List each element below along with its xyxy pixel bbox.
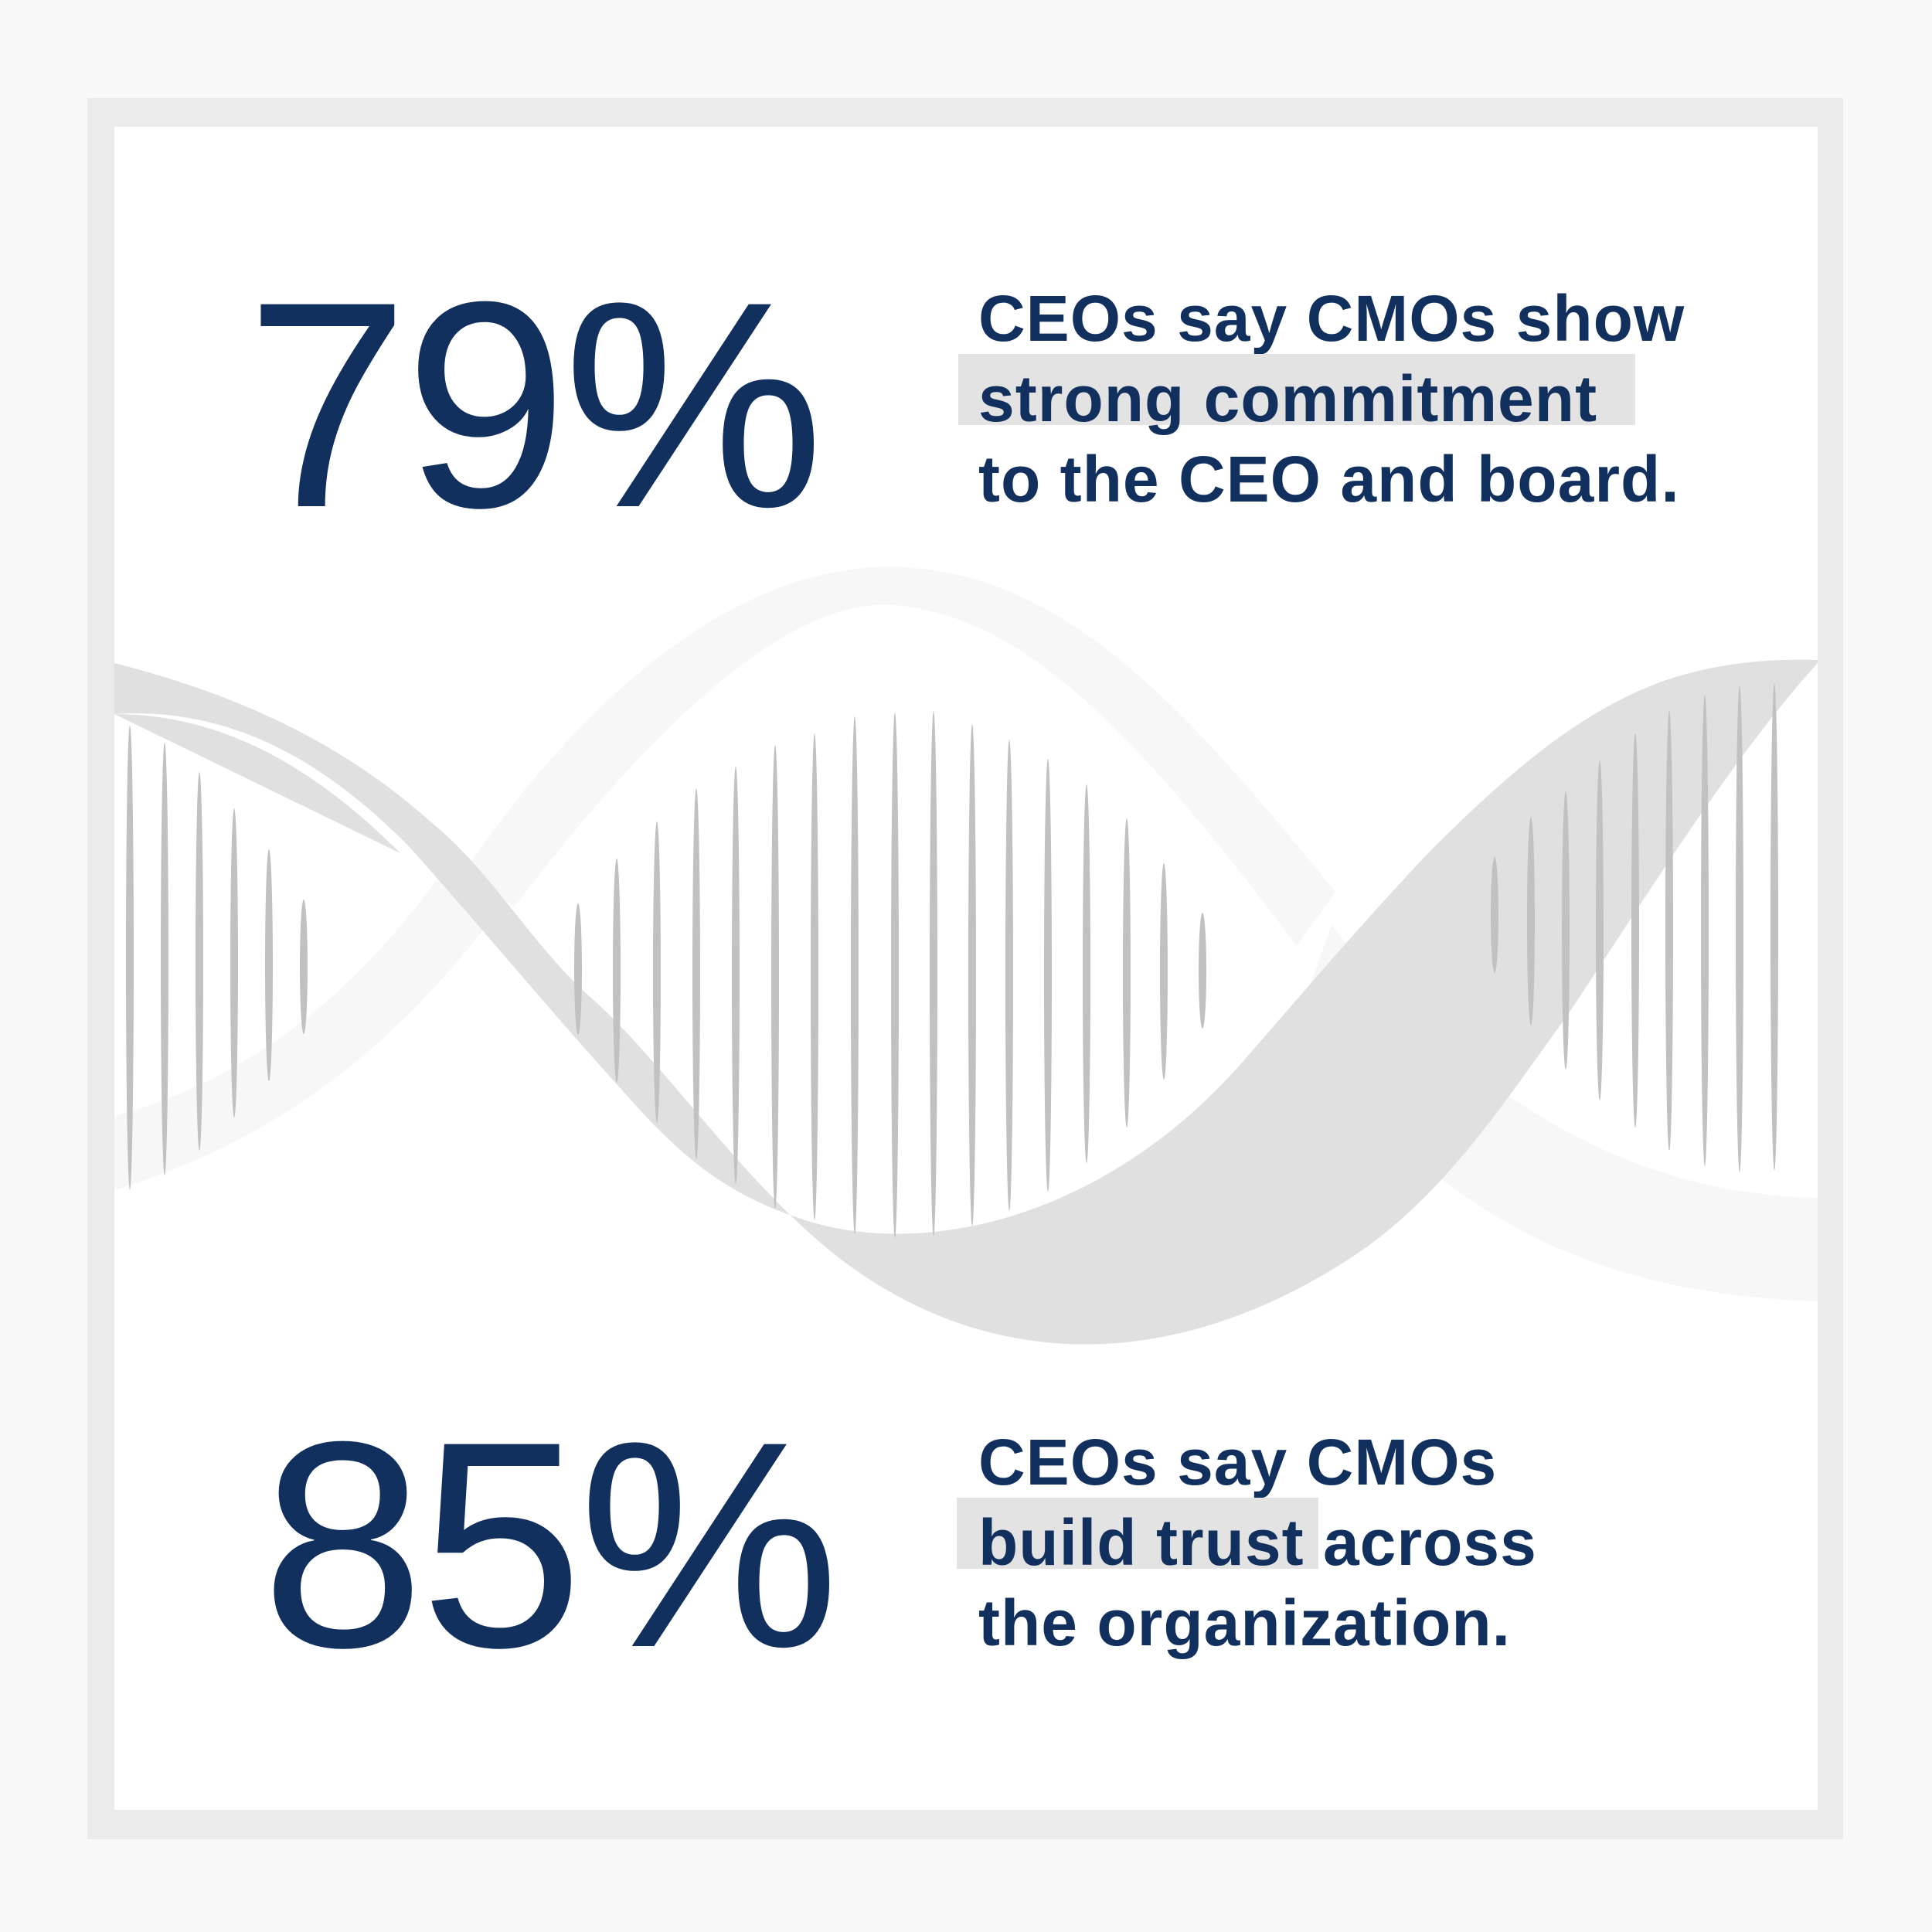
stat-2-line-2: build trust across: [957, 1498, 1537, 1583]
highlight-box: [957, 1498, 1318, 1569]
stat-value-85: 85%: [261, 1380, 840, 1709]
highlight-box: [958, 354, 1635, 425]
stat-2-line-1: CEOs say CMOs: [978, 1426, 1498, 1498]
stat-description-2: CEOs say CMOs build trust across the org…: [957, 1422, 1537, 1663]
infographic-card: 79% CEOs say CMOs show strong commitment…: [114, 127, 1818, 1810]
stat-1-line-1: CEOs say CMOs show: [978, 282, 1685, 355]
stat-2-line-2-rest: across: [1304, 1506, 1537, 1579]
stat-description-1: CEOs say CMOs show strong commitment to …: [958, 278, 1685, 519]
highlighted-text: build trust: [978, 1506, 1304, 1579]
highlighted-text: strong commitment: [978, 362, 1598, 435]
stat-1-line-2: strong commitment: [958, 354, 1685, 439]
stat-value-79: 79%: [246, 240, 825, 569]
dna-double-helix-icon: [114, 566, 1818, 1345]
stat-1-line-3: to the CEO and board.: [978, 443, 1680, 515]
stat-2-line-3: the organization.: [978, 1587, 1511, 1659]
